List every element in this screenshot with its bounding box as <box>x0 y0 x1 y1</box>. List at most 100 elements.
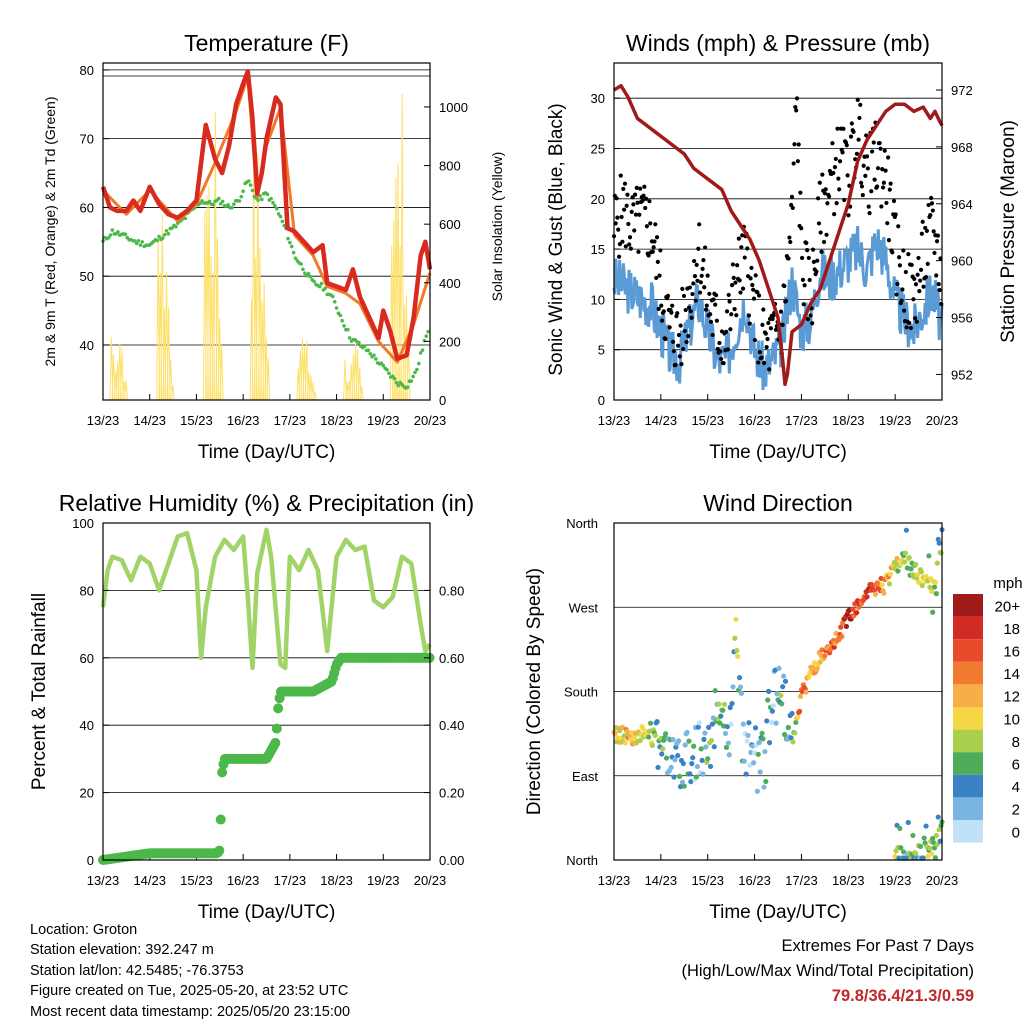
direction-point <box>655 764 661 771</box>
panel-3: Wind Direction Time (Day/UTC) 13/23 14/23 15… <box>524 490 1023 923</box>
gust-point <box>676 343 681 348</box>
plot-frame <box>102 62 431 401</box>
gust-point <box>628 246 633 251</box>
direction-point <box>681 783 687 789</box>
x-tick-label: 13/23 <box>87 413 120 428</box>
direction-point <box>702 730 708 736</box>
gust-point <box>634 185 639 191</box>
gust-point <box>643 196 649 201</box>
solar-mark <box>359 386 364 401</box>
legend-swatch <box>953 797 983 820</box>
gust-point <box>655 259 660 264</box>
dewpoint-point <box>289 244 294 249</box>
y2-tick-label: 0.60 <box>439 651 464 666</box>
rh-line <box>100 527 432 671</box>
dewpoint-point <box>301 267 305 272</box>
panel-1: Winds (mph) & Pressure (mb) Time (Day/UTC… <box>546 30 1019 463</box>
solar-mark <box>168 359 173 401</box>
direction-point <box>670 736 676 743</box>
direction-point <box>757 769 763 775</box>
gust-point <box>796 142 801 147</box>
direction-point <box>879 582 885 588</box>
x-tick-label: 20/23 <box>926 413 959 428</box>
gust-point <box>697 222 702 227</box>
y2-tick-label: 956 <box>951 311 973 326</box>
direction-point <box>929 588 935 595</box>
gust-point <box>738 290 743 295</box>
y2-tick-label: 400 <box>439 276 461 291</box>
direction-point <box>838 624 844 630</box>
y-tick-label: 40 <box>80 338 94 353</box>
gust-point <box>916 255 921 261</box>
dewpoint-point <box>293 256 298 260</box>
solar-mark <box>343 359 347 401</box>
direction-point <box>913 561 919 567</box>
plot-frame <box>613 522 943 861</box>
direction-point <box>746 720 752 726</box>
direction-point <box>703 744 709 750</box>
gust-point <box>928 212 933 218</box>
solar-mark <box>213 111 218 401</box>
gust-point <box>629 209 634 214</box>
direction-point <box>629 730 635 736</box>
y-axis-label: Sonic Wind & Gust (Blue, Black) <box>546 103 567 375</box>
direction-point <box>770 703 776 709</box>
gust-point <box>751 296 757 301</box>
legend-swatch <box>953 594 983 617</box>
direction-point <box>780 684 786 690</box>
gust-point <box>906 252 911 257</box>
gust-point <box>762 360 767 366</box>
gust-point <box>830 141 835 146</box>
gust-point <box>925 261 930 266</box>
dewpoint-point <box>372 353 376 357</box>
direction-point <box>792 730 798 736</box>
dewpoint-point <box>166 231 171 236</box>
x-tick-label: 13/23 <box>598 873 631 888</box>
y2-tick-label: 200 <box>439 334 461 349</box>
gust-point <box>822 191 827 196</box>
gust-point <box>694 262 699 268</box>
y-tick-label: 20 <box>80 786 94 801</box>
extremes-title: Extremes For Past 7 Days <box>781 937 974 955</box>
dewpoint-point <box>332 299 337 304</box>
direction-point <box>917 843 924 850</box>
gust-point <box>698 280 703 285</box>
dewpoint-point <box>415 367 419 372</box>
panel-2: Relative Humidity (%) & Precipitation (i… <box>29 490 474 923</box>
gust-point <box>620 239 625 244</box>
y2-axis-label: Solar Insolation (Yellow) <box>489 152 505 302</box>
dewpoint-point <box>338 313 343 318</box>
y2-tick-label: 0.20 <box>439 786 464 801</box>
temp-2m-line <box>100 69 433 361</box>
direction-point <box>721 701 728 707</box>
direction-point <box>707 763 714 770</box>
legend-title: mph <box>993 575 1022 592</box>
gust-point <box>865 166 870 171</box>
gust-point <box>799 255 805 261</box>
direction-point <box>919 583 925 589</box>
dewpoint-point <box>271 200 275 205</box>
direction-point <box>725 740 731 746</box>
x-tick-label: 18/23 <box>832 873 865 888</box>
dewpoint-point <box>170 226 174 230</box>
direction-point <box>684 729 690 736</box>
gust-point <box>707 291 712 296</box>
gust-point <box>641 193 646 198</box>
gust-point <box>679 361 684 367</box>
direction-point <box>765 697 771 703</box>
gust-point <box>730 262 736 267</box>
gust-point <box>731 275 736 280</box>
x-tick-label: 15/23 <box>180 873 213 888</box>
x-tick-label: 17/23 <box>785 413 818 428</box>
direction-point <box>918 569 924 575</box>
gust-point <box>681 293 687 299</box>
y2-tick-label: 972 <box>951 83 973 98</box>
gust-point <box>810 247 816 252</box>
gust-point <box>854 151 860 156</box>
gust-point <box>718 349 723 354</box>
x-tick-label: 17/23 <box>274 873 307 888</box>
y-tick-label: 70 <box>80 132 94 147</box>
gust-point <box>701 258 706 263</box>
dewpoint-point <box>312 279 316 284</box>
